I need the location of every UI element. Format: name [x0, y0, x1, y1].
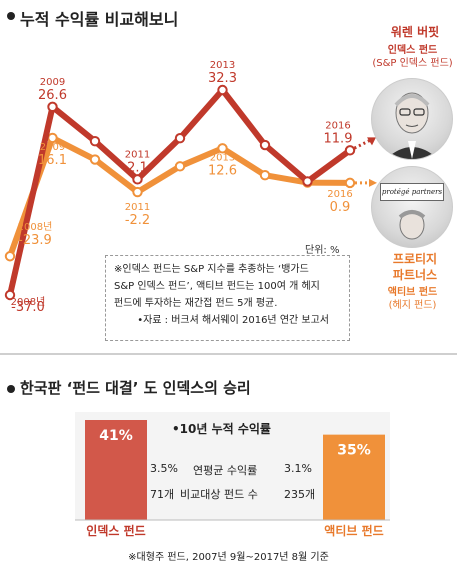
series-point-1-3 — [132, 186, 143, 198]
bullet-icon-2 — [7, 385, 15, 393]
data-label-value: -23.9 — [18, 233, 52, 248]
series-point-0-1 — [47, 101, 58, 113]
data-label-year: 2008년 — [18, 221, 53, 233]
unit-label: 단위: % — [305, 245, 340, 256]
protege-name-line-2: 파트너스 — [392, 268, 438, 282]
data-label-value: -2.2 — [125, 213, 150, 228]
section-divider — [0, 353, 457, 355]
data-label-year: 2008년 — [11, 296, 46, 308]
series-point-1-0 — [4, 251, 16, 262]
buffett-fund-label: 인덱스 펀드 — [387, 45, 438, 56]
buffett-portrait-icon — [386, 92, 438, 159]
series-point-1-5 — [217, 143, 228, 154]
data-label-value: 16.1 — [38, 153, 67, 168]
bar-0 — [85, 420, 147, 520]
data-label-year: 2016 — [325, 120, 350, 131]
series-point-0-6 — [259, 139, 271, 151]
buffett-name: 워렌 버핏 — [390, 25, 440, 39]
protege-name-line-1: 프로티지 — [392, 252, 438, 266]
bar-1 — [323, 434, 385, 520]
data-label-value: 2.1 — [127, 160, 148, 175]
data-label-value: 26.6 — [38, 88, 67, 103]
bar-subtitle: •10년 누적 수익률 — [172, 422, 271, 436]
section1-title: 누적 수익률 비교해보니 — [20, 10, 179, 29]
note-source: •자료 : 버크셔 해서웨이 2016년 연간 보고서 — [137, 315, 329, 326]
data-label-year: 2013 — [210, 152, 235, 163]
bullet-icon — [7, 12, 15, 20]
protege-fund-label: 액티브 펀드 — [387, 287, 438, 298]
data-label-value: 32.3 — [208, 71, 237, 86]
data-label-year: 2011 — [125, 149, 150, 160]
series-point-1-4 — [174, 161, 186, 172]
protege-portrait-icon — [398, 210, 426, 240]
data-label-year: 2016 — [327, 189, 352, 200]
series-arrow-1 — [369, 178, 377, 187]
note-line-1: ※인덱스 펀드는 S&P 지수를 추종하는 ‘뱅가드 — [114, 264, 309, 275]
footnote: ※대형주 펀드, 2007년 9월~2017년 8월 기준 — [128, 552, 329, 563]
bar-value-label-0: 41% — [99, 428, 133, 444]
series-point-0-2 — [89, 135, 101, 147]
stat-row-1-right: 3.1% — [284, 462, 312, 475]
series-point-0-7 — [302, 176, 313, 187]
bar-category-label-0: 인덱스 펀드 — [86, 523, 145, 538]
stat-row-2-left: 71개 — [150, 488, 175, 501]
bar-value-label-1: 35% — [337, 443, 371, 459]
series-point-0-3 — [132, 174, 143, 185]
series-arrow-0 — [367, 137, 376, 146]
protege-sign: protégé partners — [380, 183, 444, 201]
series-point-1-6 — [259, 169, 271, 181]
stat-row-2-right: 235개 — [284, 488, 316, 501]
buffett-fund: 인덱스 펀드 (S&P 인덱스 펀드) — [370, 44, 455, 70]
protege-fund: 액티브 펀드 (헤지 펀드) — [370, 286, 455, 312]
series-point-1-8 — [344, 177, 356, 189]
stat-row-1-label: 연평균 수익률 — [193, 464, 258, 477]
data-label-year: 2011 — [125, 202, 150, 213]
data-label-value: 0.9 — [330, 200, 351, 215]
series-point-0-0 — [4, 289, 16, 301]
data-label-year: 2009 — [40, 77, 65, 88]
data-label-year: 2009 — [40, 142, 65, 153]
series-point-0-4 — [174, 133, 186, 144]
line-chart: 2008년-37.0200926.620112.1201332.3201611.… — [4, 60, 377, 315]
bar-category-label-1: 액티브 펀드 — [324, 523, 383, 538]
stat-row-1-left: 3.5% — [150, 462, 178, 475]
note-line-3: 펀드에 투자하는 재간접 펀드 5개 평균. — [114, 298, 278, 309]
series-point-0-5 — [217, 84, 228, 96]
note-box: ※인덱스 펀드는 S&P 지수를 추종하는 ‘뱅가드 S&P 인덱스 펀드’, … — [105, 255, 350, 341]
buffett-portrait — [371, 78, 453, 160]
series-extension-0 — [349, 139, 371, 152]
protege-portrait: protégé partners — [371, 166, 453, 248]
note-line-2: S&P 인덱스 펀드’, 액티브 펀드는 100여 개 헤지 — [114, 281, 320, 292]
stat-row-2-label: 비교대상 펀드 수 — [180, 488, 258, 501]
series-point-1-2 — [89, 154, 101, 165]
data-label-value: 12.6 — [208, 163, 237, 178]
data-label-value: 11.9 — [324, 131, 353, 146]
data-label-value: -37.0 — [11, 300, 45, 315]
series-point-0-8 — [344, 145, 356, 156]
section2-title: 한국판 ‘펀드 대결’ 도 인덱스의 승리 — [20, 379, 251, 397]
protege-fund-detail: (헤지 펀드) — [388, 300, 437, 311]
buffett-fund-detail: (S&P 인덱스 펀드) — [372, 58, 453, 69]
data-label-year: 2013 — [210, 60, 235, 71]
protege-name: 프로티지 파트너스 — [375, 251, 455, 283]
